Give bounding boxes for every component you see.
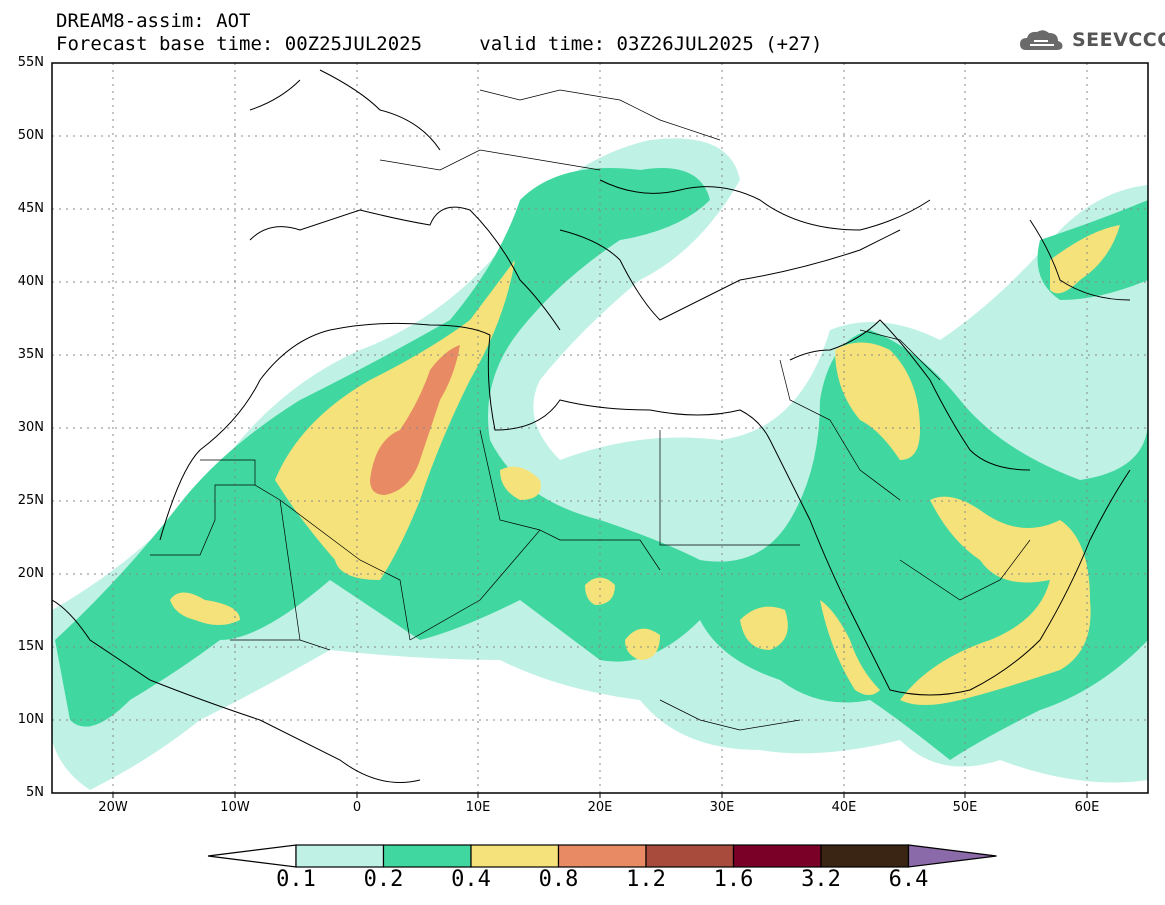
lat-label: 25N <box>17 493 44 508</box>
lon-label: 10E <box>465 800 491 815</box>
cloud-icon <box>1020 30 1063 50</box>
lat-label: 45N <box>17 201 44 216</box>
colorbar-level-label: 1.6 <box>713 867 754 892</box>
lat-label: 55N <box>17 55 44 70</box>
lon-label: 20E <box>587 800 613 815</box>
axis-ticks <box>112 793 1088 798</box>
colorbar-level-label: 3.2 <box>801 867 841 892</box>
lat-label: 40N <box>17 274 44 289</box>
lon-label: 50E <box>952 800 978 815</box>
lon-label: 40E <box>831 800 857 815</box>
graticule <box>52 63 1148 793</box>
base-time: Forecast base time: 00Z25JUL2025 <box>56 33 423 55</box>
lon-label: 10W <box>220 800 250 815</box>
lon-label: 0 <box>352 800 362 815</box>
coastlines <box>52 69 1131 783</box>
valid-time: valid time: 03Z26JUL2025 (+27) <box>479 33 823 55</box>
logo-text: SEEVCCC <box>1072 29 1165 51</box>
map-title: DREAM8-assim: AOT <box>56 10 251 32</box>
colorbar-level-label: 6.4 <box>888 867 929 892</box>
lat-label: 30N <box>17 420 44 435</box>
lon-label: 20W <box>98 800 128 815</box>
colorbar-level-label: 0.1 <box>276 867 316 892</box>
lat-label: 5N <box>26 785 44 800</box>
lat-label: 35N <box>17 347 44 362</box>
colorbar-level-label: 1.2 <box>626 867 666 892</box>
forecast-times: Forecast base time: 00Z25JUL2025 valid t… <box>56 34 822 55</box>
colorbar-level-label: 0.2 <box>363 867 404 892</box>
aot-level-0-8 <box>370 345 460 495</box>
lon-label: 60E <box>1074 800 1100 815</box>
colorbar-level-label: 0.8 <box>538 867 579 892</box>
lat-label: 20N <box>17 566 44 581</box>
borders <box>150 89 1031 731</box>
lat-label: 15N <box>17 639 44 654</box>
lat-label: 10N <box>17 712 44 727</box>
lon-label: 30E <box>709 800 735 815</box>
lat-label: 50N <box>17 128 44 143</box>
aot-level-0-4 <box>170 225 1120 705</box>
colorbar-level-label: 0.4 <box>451 867 491 892</box>
